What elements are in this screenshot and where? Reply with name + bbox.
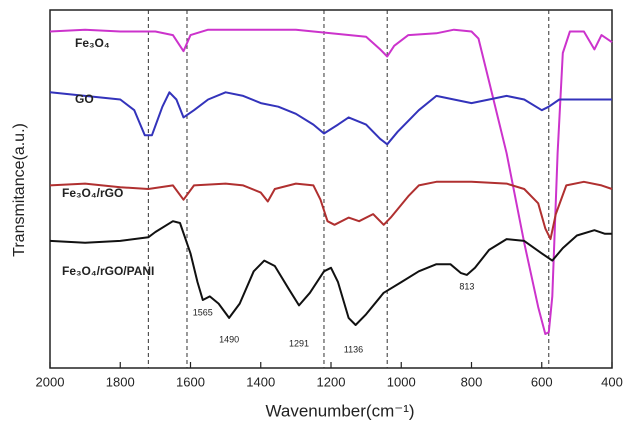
peak-label: 1565 <box>193 307 213 317</box>
spectrum-line <box>49 180 613 241</box>
x-axis-label: Wavenumber(cm⁻¹) <box>265 401 414 420</box>
x-tick-label: 400 <box>601 374 623 389</box>
series-label: GO <box>75 92 94 106</box>
peak-label: 1291 <box>289 338 309 348</box>
series-label: Fe₃O₄ <box>75 36 110 50</box>
series-label: Fe₃O₄/rGO/PANI <box>62 264 154 278</box>
x-tick-label: 800 <box>461 374 483 389</box>
peak-label: 1490 <box>219 334 239 344</box>
x-tick-label: 2000 <box>36 374 65 389</box>
series-label: Fe₃O₄/rGO <box>62 186 123 200</box>
spectrum-line <box>49 28 613 335</box>
x-tick-label: 1200 <box>317 374 346 389</box>
x-tick-label: 1600 <box>176 374 205 389</box>
x-tick-label: 1000 <box>387 374 416 389</box>
x-tick-label: 1400 <box>246 374 275 389</box>
x-tick-label: 600 <box>531 374 553 389</box>
peak-label: 1136 <box>344 344 363 354</box>
spectrum-line <box>49 91 612 146</box>
spectrum-line <box>49 220 612 326</box>
x-tick-label: 1800 <box>106 374 135 389</box>
y-axis-label: Transmitance(a.u.) <box>11 123 28 257</box>
peak-label: 813 <box>459 281 474 291</box>
